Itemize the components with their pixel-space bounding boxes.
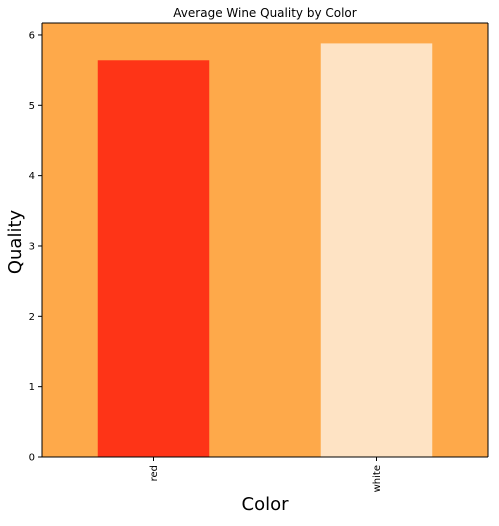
y-tick-label: 1 [29, 382, 35, 393]
y-tick-label: 5 [29, 101, 35, 112]
y-tick-label: 6 [29, 30, 35, 41]
chart-title: Average Wine Quality by Color [173, 6, 356, 20]
bar-white [320, 43, 433, 457]
y-axis-title: Quality [5, 209, 26, 274]
y-tick-label: 4 [29, 171, 35, 182]
bars [97, 43, 433, 457]
bar-red [97, 60, 210, 457]
y-tick-label: 3 [29, 241, 35, 252]
y-tick-label: 2 [29, 312, 35, 323]
x-axis: red white [149, 457, 383, 492]
y-axis: 0 1 2 3 4 5 6 [29, 30, 42, 464]
x-axis-title: Color [242, 494, 290, 515]
y-tick-label: 0 [29, 453, 35, 464]
x-tick-label: white [372, 465, 383, 492]
x-tick-label: red [149, 465, 160, 481]
